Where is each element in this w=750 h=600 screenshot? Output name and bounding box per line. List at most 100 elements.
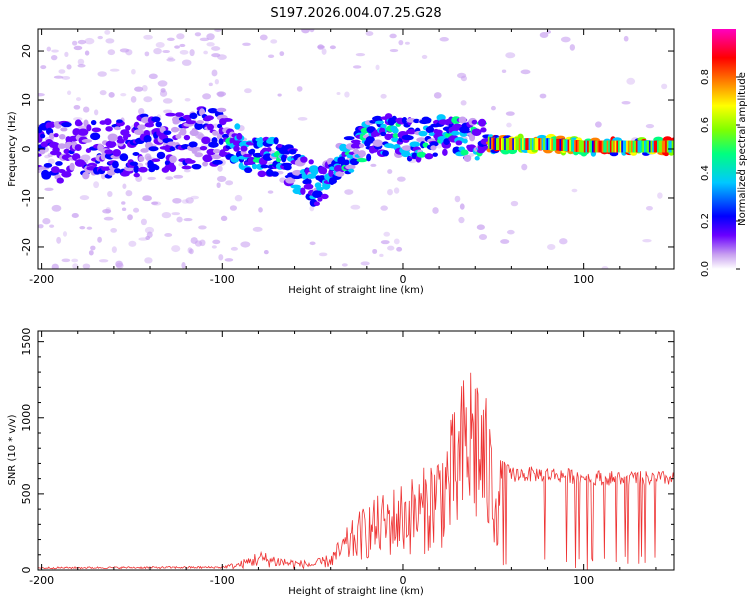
- spectrogram-cell: [86, 226, 93, 230]
- spectrogram-cell: [623, 35, 629, 42]
- spectrogram-cell: [366, 153, 372, 162]
- spectrogram-cell: [72, 263, 79, 269]
- spectrogram-cell: [360, 261, 370, 266]
- spectrogram-cell: [49, 121, 56, 128]
- spectrogram-cell: [392, 133, 400, 138]
- spectrogram-cell: [490, 105, 496, 111]
- spectrogram-cell: [131, 68, 136, 75]
- colorbar-label: Normalized spectral amplitude: [737, 72, 748, 226]
- x-tick-label: -100: [210, 273, 235, 286]
- spectrogram-cell: [175, 133, 182, 140]
- spectrogram-cell: [621, 101, 631, 105]
- spectrogram-cell: [185, 120, 197, 125]
- spectrogram-cell: [58, 134, 66, 140]
- spectrogram-cell: [300, 187, 306, 195]
- spectrogram-cell: [174, 112, 185, 117]
- spectrogram-cell: [161, 212, 172, 219]
- spectrogram-cell: [463, 154, 472, 162]
- spectrogram-cell: [40, 133, 46, 139]
- spectrogram-cell: [206, 42, 215, 47]
- spectrogram-cell: [595, 121, 602, 128]
- spectrogram-cell: [546, 30, 551, 34]
- spectrogram-cell: [90, 132, 101, 141]
- spectrogram-cell: [156, 151, 166, 160]
- spectrogram-cell: [560, 36, 571, 43]
- spectrogram-cell: [569, 44, 576, 51]
- spectrogram-cell: [341, 263, 348, 267]
- spectrogram-cell: [221, 133, 229, 139]
- spectrogram-cell: [98, 259, 109, 263]
- x-tick-label: -200: [29, 273, 54, 286]
- spectrogram-y-label: Frequency (Hz): [7, 111, 18, 187]
- spectrogram-cell: [204, 115, 214, 121]
- spectrogram-cell: [303, 183, 314, 190]
- spectrogram-cell: [471, 128, 482, 137]
- spectrogram-cell: [74, 144, 82, 152]
- spectrogram-cell: [40, 65, 47, 70]
- spectrogram-cell: [146, 231, 153, 238]
- spectrogram-cell: [430, 145, 437, 151]
- spectrogram-cell: [217, 54, 227, 60]
- y-tick-label: 20: [20, 44, 33, 58]
- spectrogram-cell: [121, 201, 126, 205]
- spectrogram-cell: [143, 135, 152, 143]
- spectrogram-cell: [421, 54, 428, 59]
- spectrogram-cell: [43, 163, 53, 168]
- spectrogram-cell: [256, 140, 264, 148]
- spectrogram-cell: [251, 163, 258, 170]
- spectrogram-cell: [249, 148, 256, 154]
- spectrogram-cells: [38, 29, 674, 269]
- spectrogram-cell: [179, 43, 186, 48]
- spectrogram-cell: [211, 69, 218, 77]
- spectrogram-cell: [62, 231, 68, 237]
- spectrogram-cell: [459, 203, 465, 210]
- spectrogram-cell: [94, 109, 99, 116]
- spectrogram-cell: [91, 127, 102, 133]
- spectrogram-cell: [309, 241, 316, 246]
- spectrogram-cell: [240, 145, 248, 152]
- spectrogram-cell: [196, 120, 204, 125]
- spectrogram-cell: [279, 51, 285, 57]
- spectrogram-cell: [460, 149, 469, 156]
- spectrogram-cell: [51, 166, 60, 174]
- colorbar: 0.0 0.2 0.4 0.6 0.8 Normalized spectral ampl…: [700, 29, 748, 277]
- spectrogram-cell: [42, 218, 51, 225]
- colorbar-gradient: [712, 29, 736, 269]
- spectrogram-cell: [111, 160, 119, 169]
- spectrogram-cell: [375, 64, 380, 71]
- spectrogram-cell: [194, 152, 203, 158]
- spectrogram-cell: [267, 54, 275, 59]
- spectrogram-cell: [313, 201, 320, 206]
- spectrogram-cell: [157, 80, 168, 87]
- spectrogram-cell: [309, 29, 315, 33]
- spectrogram-cell: [207, 107, 218, 114]
- spectrogram-cell: [148, 146, 159, 152]
- spectrogram-cell: [191, 163, 202, 170]
- spectrogram-cell: [199, 145, 208, 151]
- spectrogram-cell: [317, 45, 326, 49]
- spectrogram-cell: [60, 127, 68, 132]
- spectrogram-cell: [48, 141, 60, 149]
- y-tick-label: -10: [20, 189, 33, 207]
- spectrogram-cell: [211, 245, 217, 249]
- x-tick-label: 100: [573, 273, 594, 286]
- spectrogram-cell: [240, 241, 251, 248]
- spectrogram-cell: [202, 154, 213, 163]
- spectrogram-cell: [113, 126, 121, 131]
- y-tick-label: 1500: [20, 328, 33, 356]
- spectrogram-cell: [66, 64, 72, 70]
- spectrogram-cell: [474, 156, 480, 161]
- spectrogram-cell: [546, 243, 556, 251]
- spectrogram-cell: [520, 69, 531, 75]
- spectrogram-cell: [83, 119, 89, 127]
- spectrogram-cell: [277, 93, 282, 97]
- spectrogram-cell: [151, 116, 161, 123]
- spectrogram-cell: [211, 154, 222, 160]
- spectrogram-cell: [181, 199, 189, 204]
- spectrogram-cell: [71, 212, 79, 219]
- spectrogram-cell: [97, 71, 107, 77]
- spectrogram-cell: [212, 148, 221, 154]
- spectrogram-cell: [163, 109, 173, 114]
